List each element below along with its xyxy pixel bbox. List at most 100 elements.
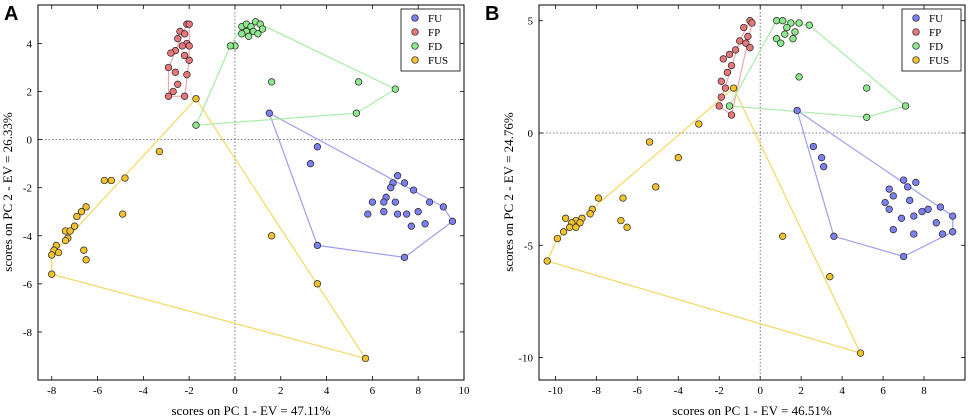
panel-a-x-tick-label: 4 — [324, 385, 330, 397]
panel-a-point-fu — [387, 184, 395, 192]
panel-a-point-fus — [119, 210, 127, 218]
panel-b-point-fd — [725, 102, 734, 110]
panel-b-point-fu — [949, 228, 957, 236]
panel-b-legend-marker-fu — [912, 14, 920, 22]
panel-a-point-fus — [80, 246, 88, 254]
panel-a-point-fus — [107, 176, 115, 185]
panel-a-legend-marker-fd — [411, 42, 419, 50]
panel-a-point-fus — [54, 248, 63, 257]
panel-a-point-fus — [77, 208, 86, 216]
panel-b-point-fus — [566, 223, 574, 231]
panel-a-point-fp — [164, 92, 173, 100]
panel-a-x-tick-label: -6 — [93, 385, 103, 397]
panel-b-point-fus — [645, 138, 654, 146]
panel-a-point-fu — [421, 220, 429, 228]
panel-b-point-fp — [742, 39, 750, 47]
panel-a: A -8 -6 -4 -2 0 2 4 6 8 10 -8 -6 -4 -2 0 2 4 scores on P… — [0, 3, 470, 418]
panel-b-point-fu — [924, 205, 932, 213]
panel-b-point-fp — [717, 93, 725, 101]
panel-b-point-fu — [899, 252, 908, 261]
panel-b-point-fu — [949, 212, 957, 220]
panel-b-point-fd — [791, 28, 799, 36]
panel-a-point-fd — [254, 30, 262, 38]
panel-b-point-fd — [901, 102, 910, 110]
panel-b-point-fus — [674, 154, 682, 162]
panel-b-point-fus — [576, 219, 584, 227]
panel-b-label: B — [485, 3, 499, 25]
panel-b-point-fus — [652, 183, 660, 191]
panel-b-point-fd — [863, 84, 871, 92]
panel-a-zero-lines — [38, 5, 464, 380]
panel-a-y-axis-label: scores on PC 2 - EV = 26.33% — [0, 112, 15, 272]
panel-b-point-fus — [779, 232, 787, 240]
panel-b-point-fu — [910, 230, 918, 238]
panel-b-point-fp — [740, 23, 748, 32]
panel-b-legend-marker-fus — [912, 56, 920, 64]
panel-a-legend-marker-fp — [411, 28, 419, 36]
panel-b-legend-label-fp: FP — [929, 27, 941, 39]
panel-a-point-fd — [192, 121, 200, 129]
panel-a-legend-label-fd: FD — [428, 41, 442, 53]
panel-b-x-tick-label: -8 — [592, 385, 602, 397]
panel-b-point-fus — [623, 223, 631, 231]
panel-a-point-fus — [82, 203, 90, 211]
panel-a-y-tick-label: 0 — [27, 135, 33, 147]
panel-a-point-fp — [180, 30, 189, 38]
panel-a-point-fu — [391, 198, 399, 206]
panel-b-y-tick-label: -10 — [518, 353, 533, 365]
panel-b-point-fus — [572, 223, 580, 231]
panel-b-point-fu — [897, 214, 906, 222]
panel-a-point-fus — [267, 232, 276, 240]
panel-b-point-fus — [594, 194, 603, 202]
panel-a-point-fu — [448, 217, 457, 225]
panel-b-point-fp — [746, 44, 754, 52]
panel-b-x-axis-label: scores on PC 1 - EV = 46.51% — [672, 403, 832, 418]
panel-b-legend-label-fd: FD — [929, 41, 943, 53]
panel-b-point-fus — [695, 120, 703, 128]
panel-b-point-fu — [881, 198, 889, 207]
panel-a-point-fp — [164, 63, 173, 72]
panel-a-point-fus — [48, 270, 56, 278]
panel-b-point-fus — [617, 216, 625, 225]
panel-a-legend-label-fus: FUS — [428, 55, 448, 67]
panel-b-point-fp — [731, 46, 740, 54]
panel-a-point-fu — [393, 210, 402, 218]
panel-b-x-tick-label: -4 — [674, 385, 684, 397]
panel-a-point-fus — [48, 251, 56, 259]
panel-b-point-fp — [717, 77, 725, 85]
panel-b-point-fu — [938, 230, 947, 238]
panel-a-point-fus — [313, 280, 322, 288]
panel-b-x-tick-label: -2 — [715, 385, 724, 397]
panel-a-point-fp — [174, 80, 182, 88]
panel-b-point-fu — [820, 163, 828, 171]
panel-b-point-fp — [736, 37, 744, 45]
panel-b-point-fu — [809, 142, 818, 151]
panel-b-zero-lines — [539, 5, 965, 380]
panel-a-point-fp — [178, 42, 186, 50]
panel-a-plot-frame — [37, 4, 465, 381]
panel-a-x-tick-label: 8 — [415, 385, 421, 397]
panel-a-point-fu — [403, 210, 411, 218]
panel-b-point-fd — [795, 73, 803, 81]
panel-a-point-fu — [306, 160, 315, 168]
panel-b-point-fu — [912, 178, 920, 187]
panel-b-x-tick-label: -10 — [548, 385, 563, 397]
panel-a-point-fu — [439, 203, 448, 211]
panel-a-y-tick-label: -8 — [23, 327, 33, 339]
panel-b-point-fus — [543, 257, 551, 265]
panel-a-point-fu — [414, 208, 422, 216]
panel-a-point-fu — [393, 172, 402, 180]
panel-a-point-fd — [238, 30, 246, 38]
panel-a-point-fu — [400, 179, 409, 187]
panel-b-point-fus — [586, 210, 594, 218]
panel-a-point-fus — [61, 236, 70, 245]
panel-b-point-fu — [904, 183, 912, 191]
panel-b-point-fu — [817, 154, 826, 162]
panel-b-point-fd — [772, 35, 781, 43]
panel-b-point-fd — [779, 17, 787, 25]
panel-b: B -10 -8 -6 -4 -2 0 2 4 6 8 -10 -5 0 5 scores on PC 1… — [485, 3, 966, 418]
panel-a-x-tick-label: -2 — [185, 385, 194, 397]
panel-b-points — [543, 17, 957, 357]
panel-b-x-tick-label: 4 — [839, 385, 845, 397]
